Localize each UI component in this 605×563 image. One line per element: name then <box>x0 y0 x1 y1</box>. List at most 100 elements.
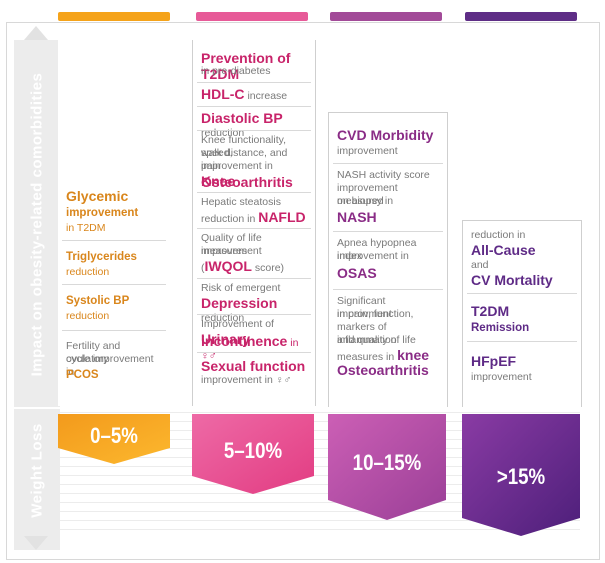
hdl-c-suffix: increase <box>244 90 288 102</box>
depression-label: Depression <box>201 295 278 311</box>
item-urinary: Improvement of Urinary <box>201 318 309 348</box>
item-osteoarthritis: Osteoarthritis <box>201 174 293 190</box>
item-glycemic-improvement: improvement <box>66 207 139 219</box>
badge-5-10-label: 5–10% <box>223 438 283 463</box>
separator <box>197 278 311 279</box>
separator <box>62 330 166 331</box>
item-knee-oa-line3: markers of inflammation <box>337 321 397 346</box>
separator <box>62 284 166 285</box>
item-systolic-reduction: reduction <box>66 310 110 322</box>
item-systolic-bp: Systolic BP <box>66 295 130 307</box>
item-knee-oa-line2: in pain, function, <box>337 308 414 320</box>
item-ovulatory: cycle improvement in <box>66 353 154 378</box>
item-reduction-in: reduction in <box>471 229 526 241</box>
item-incontinence: incontinence in ♀♂ <box>201 333 309 363</box>
column-15-plus: reduction in All-Cause and CV Mortality … <box>462 220 582 407</box>
item-nash: NASH <box>337 209 377 225</box>
item-risk-emergent: Risk of emergent <box>201 282 281 294</box>
knee-oa-label: knee <box>397 347 430 363</box>
knee-prefix: improvement in <box>201 160 273 172</box>
separator <box>333 163 443 164</box>
item-hdl-c: HDL-C increase <box>201 86 309 103</box>
item-knee-line1: Knee functionality, speed, <box>201 134 287 159</box>
item-knee-oa-line4: and quality of life <box>337 334 416 346</box>
item-cv-mortality: CV Mortality <box>471 272 553 288</box>
diastolic-label: Diastolic BP <box>201 110 283 126</box>
item-hfpef-improvement: improvement <box>471 371 532 383</box>
item-osas: OSAS <box>337 265 377 281</box>
item-knee-oa-osteoarthritis: Osteoarthritis <box>337 362 429 378</box>
badge-0-5-shape <box>58 414 170 464</box>
item-qol-line2: improvement <box>201 245 262 257</box>
separator <box>197 82 311 83</box>
badge-0-5: 0–5% <box>58 414 170 464</box>
incontinence-suffix: in ♀♂ <box>201 337 299 362</box>
item-apnea-line2: improvement in <box>337 250 409 262</box>
item-nash-line3: on biopsy in <box>337 195 394 207</box>
badge-10-15-shape <box>328 414 446 520</box>
urinary-prefix: Improvement of <box>201 318 274 330</box>
item-sexual-function: Sexual function <box>201 358 306 374</box>
badge-5-10: 5–10% <box>192 414 314 494</box>
iwqol-suffix: score) <box>251 262 285 274</box>
iwqol-label: IWQOL <box>204 258 252 274</box>
left-sidebar <box>14 40 60 550</box>
item-and: and <box>471 259 489 271</box>
separator <box>467 293 577 294</box>
separator <box>197 106 311 107</box>
weight-loss-axis-label: Weight Loss <box>28 423 46 518</box>
item-fertility: Fertility and ovulatory <box>66 340 121 365</box>
item-hepatic: Hepatic steatosis <box>201 196 281 208</box>
column-5-10: Prevention of T2DM in pre-diabetes HDL-C… <box>192 40 316 406</box>
item-sexual-improvement: improvement in ♀♂ <box>201 374 292 386</box>
separator <box>197 228 311 229</box>
badge-15-plus-shape <box>462 414 580 536</box>
iwqol-open: ( <box>201 262 205 274</box>
item-pcos: PCOS <box>66 369 99 381</box>
badge-5-10-shape <box>192 414 314 494</box>
item-glycemic: Glycemic <box>66 188 129 204</box>
item-knee-oa-line5: measures in knee <box>337 347 441 364</box>
item-knee-line2: walk distance, and pain <box>201 147 288 172</box>
column-0-5: Glycemic improvement in T2DM Triglycerid… <box>58 40 170 406</box>
item-triglycerides-reduction: reduction <box>66 266 110 278</box>
badge-15-plus: >15% <box>462 414 580 536</box>
sidebar-divider <box>14 407 60 409</box>
item-qol-line1: Quality of life measures <box>201 232 262 257</box>
item-depression: Depression reduction <box>201 295 309 325</box>
depression-suffix: reduction <box>201 312 245 324</box>
column-10-15: CVD Morbidity improvement NASH activity … <box>328 112 448 407</box>
badge-10-15-label: 10–15% <box>352 450 422 475</box>
impact-axis-label: Impact on obesity-related comorbidities <box>28 72 46 377</box>
item-nash-line1: NASH activity score <box>337 169 430 181</box>
orange-top-bar <box>58 12 170 21</box>
separator <box>197 192 311 193</box>
item-nash-line2: improvement measured <box>337 182 398 207</box>
separator <box>467 341 577 342</box>
item-triglycerides: Triglycerides <box>66 251 137 263</box>
separator <box>197 314 311 315</box>
hdl-c-label: HDL-C <box>201 86 245 102</box>
item-remission: Remission <box>471 322 530 334</box>
purple-top-bar <box>465 12 577 21</box>
item-all-cause: All-Cause <box>471 242 536 258</box>
item-knee-line3: improvement in Knee <box>201 160 309 190</box>
nafld-prefix: reduction in <box>201 213 259 225</box>
item-in-t2dm: in T2DM <box>66 222 106 234</box>
badge-15-plus-label: >15% <box>496 464 546 489</box>
urinary-label: Urinary <box>201 331 251 347</box>
item-pre-diabetes: in pre-diabetes <box>201 65 271 77</box>
badge-10-15: 10–15% <box>328 414 446 520</box>
item-hfpef: HFpEF <box>471 353 517 369</box>
arrow-down-icon <box>24 536 48 550</box>
knee-label: Knee <box>201 173 236 189</box>
item-iwqol: (IWQOL score) <box>201 258 309 275</box>
arrow-up-icon <box>24 26 48 40</box>
separator <box>333 231 443 232</box>
magenta-top-bar <box>330 12 442 21</box>
item-apnea-line1: Apnea hypopnea index <box>337 237 417 262</box>
nafld-label: NAFLD <box>258 209 306 225</box>
separator <box>333 289 443 290</box>
pink-top-bar <box>196 12 308 21</box>
knee-oa-prefix: measures in <box>337 351 398 363</box>
